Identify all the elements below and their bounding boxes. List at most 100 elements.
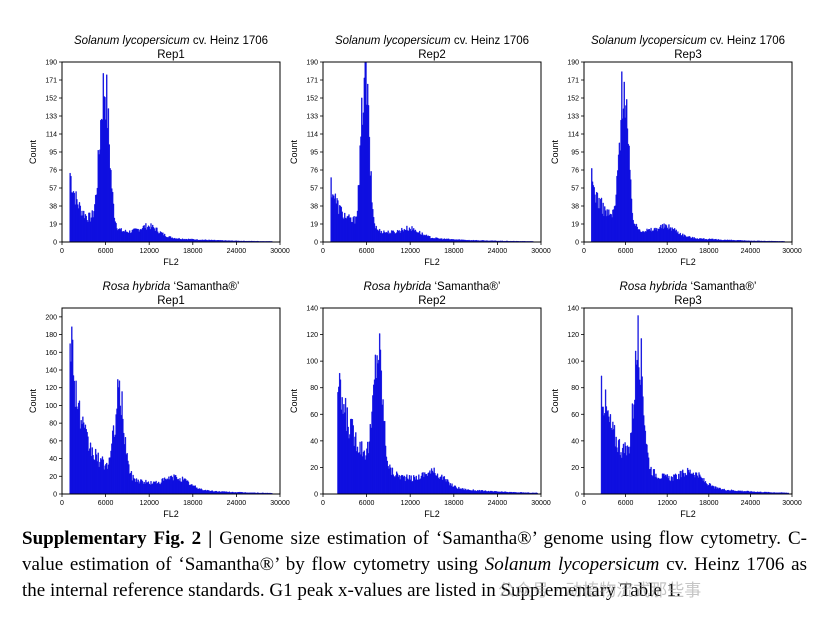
- x-tick-label: 12000: [657, 248, 677, 255]
- x-tick-label: 24000: [227, 500, 247, 507]
- panel-subtitle: Rep1: [157, 49, 185, 61]
- y-tick-label: 152: [567, 96, 579, 103]
- panel-title: Solanum lycopersicum cv. Heinz 1706: [74, 35, 268, 47]
- y-tick-label: 133: [567, 114, 579, 121]
- y-axis-label: Count: [28, 389, 38, 414]
- panel-subtitle: Rep2: [418, 49, 446, 61]
- panel-title: Rosa hybrida ‘Samantha®’: [620, 281, 757, 293]
- histogram-bars: [591, 71, 785, 243]
- y-tick-label: 20: [49, 474, 57, 481]
- x-tick-label: 30000: [782, 248, 802, 255]
- y-tick-label: 0: [53, 240, 57, 247]
- y-tick-label: 19: [571, 222, 579, 229]
- plot-frame: [322, 61, 542, 243]
- panel-title-species: Rosa hybrida: [620, 281, 688, 293]
- x-tick-label: 18000: [444, 248, 464, 255]
- x-tick-label: 24000: [488, 500, 508, 507]
- panel-4: Rosa hybrida ‘Samantha®’ Rep1 0 20 40 60 80 100…: [28, 281, 290, 519]
- y-tick-label: 40: [571, 438, 579, 445]
- y-tick-label: 133: [45, 114, 57, 121]
- x-tick-label: 18000: [699, 248, 719, 255]
- y-tick-label: 190: [306, 60, 318, 67]
- y-axis-label: Count: [289, 140, 299, 165]
- x-tick-label: 30000: [531, 500, 551, 507]
- y-tick-label: 180: [45, 332, 57, 339]
- panel-subtitle: Rep3: [674, 295, 702, 307]
- y-tick-label: 40: [49, 456, 57, 463]
- y-tick-label: 171: [567, 78, 579, 85]
- histogram-bars: [337, 333, 538, 495]
- x-tick-label: 24000: [741, 248, 761, 255]
- panel-subtitle: Rep3: [674, 49, 702, 61]
- y-tick-label: 80: [49, 421, 57, 428]
- x-tick-label: 18000: [183, 248, 203, 255]
- y-tick-label: 20: [310, 465, 318, 472]
- y-tick-label: 40: [310, 438, 318, 445]
- panel-title-species: Solanum lycopersicum: [591, 35, 707, 47]
- y-tick-label: 114: [46, 132, 57, 139]
- caption-text-2: cv. Heinz 1706 as the internal reference…: [22, 554, 807, 601]
- panel-title: Rosa hybrida ‘Samantha®’: [103, 281, 240, 293]
- y-tick-label: 0: [575, 240, 579, 247]
- y-tick-label: 76: [49, 168, 57, 175]
- y-tick-label: 0: [314, 492, 318, 499]
- caption-label: Supplementary Fig. 2 |: [22, 528, 213, 549]
- y-tick-label: 140: [567, 306, 579, 313]
- y-tick-label: 200: [45, 314, 57, 321]
- panel-title-species: Solanum lycopersicum: [74, 35, 190, 47]
- panel-title-species: Rosa hybrida: [364, 281, 432, 293]
- y-tick-label: 20: [571, 465, 579, 472]
- y-tick-label: 60: [49, 438, 57, 445]
- x-tick-label: 12000: [139, 500, 159, 507]
- x-axis-label: FL2: [424, 257, 440, 267]
- panel-title: Rosa hybrida ‘Samantha®’: [364, 281, 501, 293]
- panel-5: Rosa hybrida ‘Samantha®’ Rep2 0 20 40 60 80 100…: [289, 281, 551, 519]
- y-tick-label: 60: [310, 412, 318, 419]
- x-tick-label: 6000: [618, 248, 634, 255]
- histogram-bars: [600, 315, 790, 495]
- panel-subtitle: Rep2: [418, 295, 446, 307]
- y-tick-label: 152: [45, 96, 57, 103]
- x-tick-label: 24000: [741, 500, 761, 507]
- y-tick-label: 114: [307, 132, 318, 139]
- y-tick-label: 190: [567, 60, 579, 67]
- x-tick-label: 30000: [531, 248, 551, 255]
- panel-1: Solanum lycopersicum cv. Heinz 1706 Rep1 0…: [28, 35, 290, 267]
- y-tick-label: 100: [306, 359, 318, 366]
- caption-text-1: Genome size estimation of ‘Samantha®’ ge…: [22, 528, 808, 575]
- x-tick-label: 0: [60, 248, 64, 255]
- x-tick-label: 24000: [488, 248, 508, 255]
- x-axis-label: FL2: [424, 509, 440, 519]
- x-tick-label: 18000: [444, 500, 464, 507]
- panel-6: Rosa hybrida ‘Samantha®’ Rep3 0 20 40 60 80 100…: [550, 281, 802, 519]
- y-axis-label: Count: [28, 140, 38, 165]
- watermark-text: 公众号 · 动植物流式那些事: [498, 581, 702, 601]
- x-tick-label: 6000: [359, 248, 375, 255]
- x-tick-label: 0: [582, 500, 586, 507]
- x-axis-label: FL2: [163, 257, 179, 267]
- x-tick-label: 0: [321, 500, 325, 507]
- x-axis-label: FL2: [680, 509, 696, 519]
- panel-title: Solanum lycopersicum cv. Heinz 1706: [335, 35, 529, 47]
- x-tick-label: 6000: [98, 248, 114, 255]
- y-tick-label: 19: [310, 222, 318, 229]
- y-tick-label: 80: [571, 385, 579, 392]
- x-tick-label: 18000: [183, 500, 203, 507]
- plot-frame: [322, 307, 542, 495]
- panel-title-species: Rosa hybrida: [103, 281, 171, 293]
- y-tick-label: 76: [571, 168, 579, 175]
- x-tick-label: 0: [60, 500, 64, 507]
- y-axis-label: Count: [289, 389, 299, 414]
- y-tick-label: 160: [45, 350, 57, 357]
- x-tick-label: 12000: [400, 500, 420, 507]
- x-tick-label: 12000: [139, 248, 159, 255]
- panel-title-cultivar: cv. Heinz 1706: [451, 35, 529, 47]
- x-tick-label: 18000: [699, 500, 719, 507]
- y-tick-label: 120: [306, 332, 318, 339]
- panel-title-cultivar: cv. Heinz 1706: [190, 35, 268, 47]
- panel-title-cultivar: cv. Heinz 1706: [707, 35, 785, 47]
- histogram-bars: [330, 61, 534, 243]
- y-tick-label: 95: [571, 150, 579, 157]
- figure-caption: Supplementary Fig. 2 | Genome size estim…: [22, 526, 807, 604]
- x-tick-label: 0: [582, 248, 586, 255]
